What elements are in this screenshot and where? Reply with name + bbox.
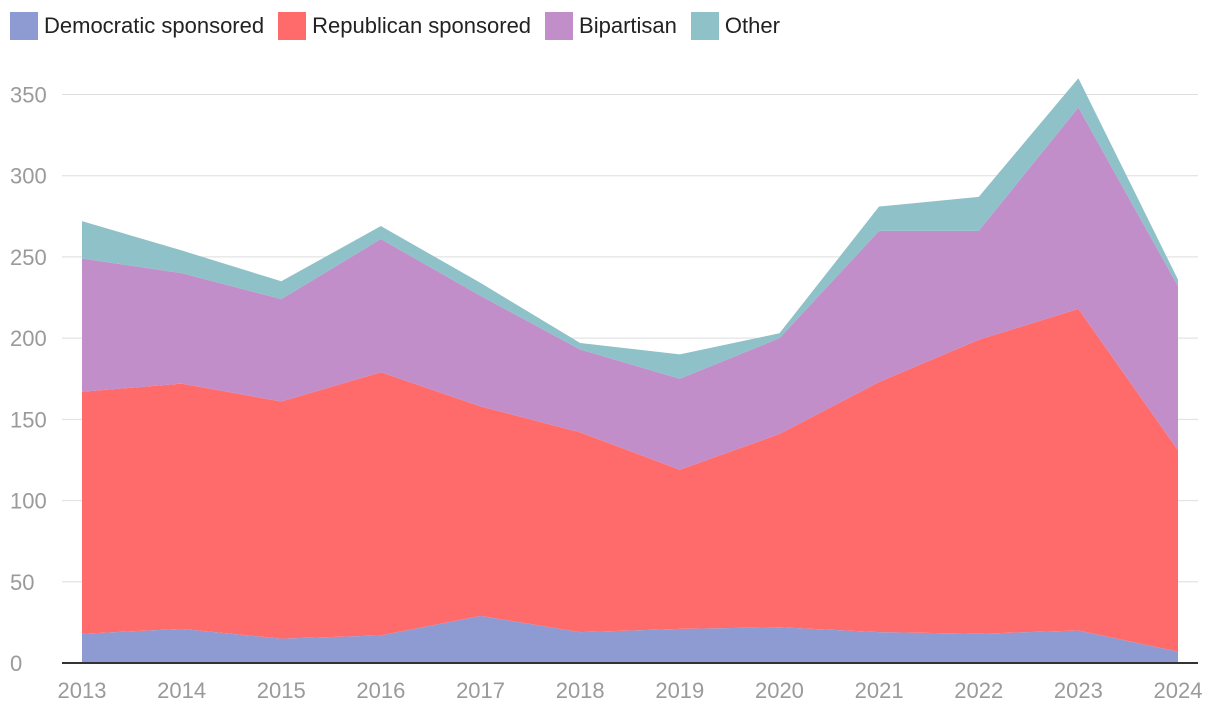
x-tick-label-2015: 2015 bbox=[257, 678, 306, 703]
legend-item-other[interactable]: Other bbox=[690, 12, 780, 40]
y-tick-label-100: 100 bbox=[10, 489, 47, 514]
x-tick-label-2018: 2018 bbox=[556, 678, 605, 703]
y-tick-label-0: 0 bbox=[10, 651, 22, 676]
legend-item-democratic-sponsored[interactable]: Democratic sponsored bbox=[10, 12, 264, 40]
legend-item-bipartisan[interactable]: Bipartisan bbox=[545, 12, 677, 40]
area-series bbox=[82, 78, 1178, 663]
area-other bbox=[82, 78, 1178, 379]
legend-swatch-republican-sponsored bbox=[278, 12, 307, 40]
y-tick-label-50: 50 bbox=[10, 570, 34, 595]
y-tick-label-300: 300 bbox=[10, 164, 47, 189]
x-tick-label-2017: 2017 bbox=[456, 678, 505, 703]
x-tick-label-2020: 2020 bbox=[755, 678, 804, 703]
legend-label-democratic-sponsored: Democratic sponsored bbox=[44, 13, 265, 38]
legend-label-republican-sponsored: Republican sponsored bbox=[312, 13, 532, 38]
y-tick-label-350: 350 bbox=[10, 82, 47, 107]
legend-swatch-democratic-sponsored bbox=[10, 12, 38, 40]
legend-label-other: Other bbox=[724, 13, 780, 38]
x-tick-label-2023: 2023 bbox=[1054, 678, 1103, 703]
y-tick-label-250: 250 bbox=[10, 245, 47, 270]
legend: Democratic sponsored Republican sponsore… bbox=[10, 8, 794, 44]
area-republican-sponsored bbox=[82, 308, 1178, 652]
x-tick-label-2024: 2024 bbox=[1154, 678, 1203, 703]
x-tick-label-2014: 2014 bbox=[157, 678, 206, 703]
area-bipartisan bbox=[82, 107, 1178, 470]
x-tick-label-2021: 2021 bbox=[855, 678, 904, 703]
area-democratic-sponsored bbox=[82, 615, 1178, 663]
y-tick-label-150: 150 bbox=[10, 407, 47, 432]
x-tick-label-2019: 2019 bbox=[655, 678, 704, 703]
legend-swatch-other bbox=[690, 12, 719, 40]
x-tick-label-2022: 2022 bbox=[954, 678, 1003, 703]
legend-item-republican-sponsored[interactable]: Republican sponsored bbox=[278, 12, 531, 40]
x-tick-label-2016: 2016 bbox=[356, 678, 405, 703]
axes: 0 50 100 150 200 250 300 350 2013 2014 2015 2016 201… bbox=[10, 82, 1202, 703]
legend-label-bipartisan: Bipartisan bbox=[579, 13, 677, 38]
y-tick-label-200: 200 bbox=[10, 326, 47, 351]
x-tick-label-2013: 2013 bbox=[58, 678, 107, 703]
legend-swatch-bipartisan bbox=[545, 12, 574, 40]
